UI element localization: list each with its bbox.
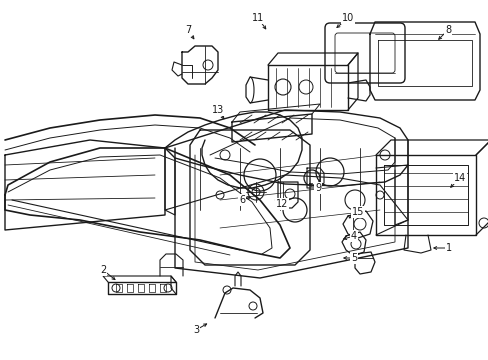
FancyBboxPatch shape	[325, 23, 404, 83]
Text: 13: 13	[211, 105, 224, 115]
Text: 8: 8	[444, 25, 450, 35]
Text: 5: 5	[350, 253, 356, 263]
Text: 11: 11	[251, 13, 264, 23]
Text: 9: 9	[314, 183, 321, 193]
Text: 15: 15	[351, 207, 364, 217]
Text: 2: 2	[100, 265, 106, 275]
Text: 12: 12	[275, 199, 287, 209]
FancyBboxPatch shape	[334, 33, 394, 73]
Text: 1: 1	[445, 243, 451, 253]
Text: 3: 3	[193, 325, 199, 335]
Text: 4: 4	[350, 231, 356, 241]
Text: 6: 6	[239, 195, 244, 205]
Text: 10: 10	[341, 13, 353, 23]
Text: 7: 7	[184, 25, 191, 35]
Text: 14: 14	[453, 173, 465, 183]
